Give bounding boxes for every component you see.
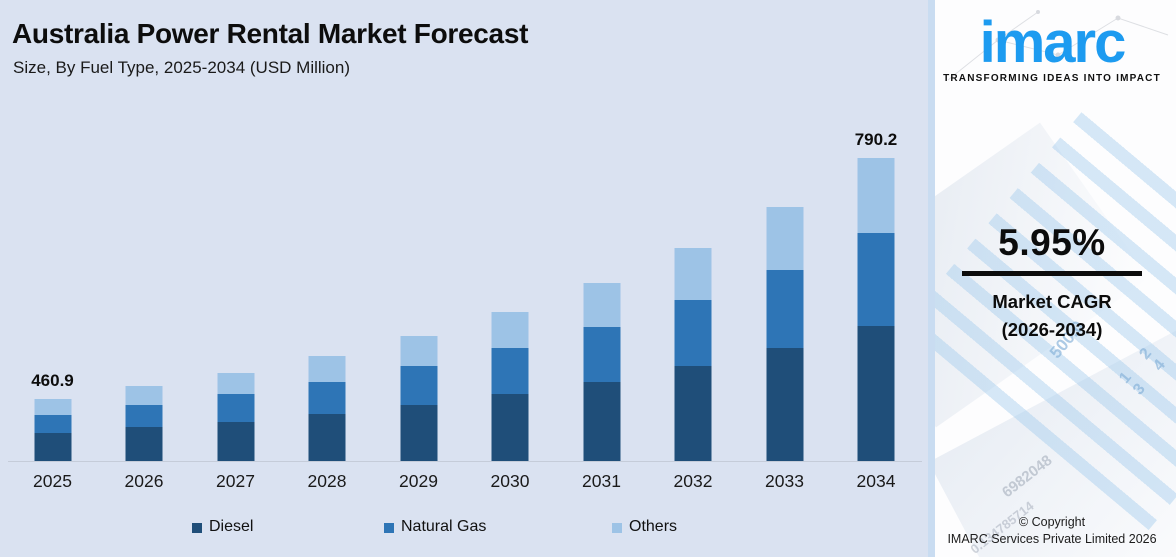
- segment-diesel: [857, 325, 895, 461]
- bar-column-2033: [739, 120, 830, 461]
- segment-others: [400, 335, 437, 366]
- brand-panel: 500.0 1 2 3 4 6982048 0.134785714 imarc …: [928, 0, 1176, 557]
- x-axis-label: 2028: [307, 471, 347, 491]
- cagr-value: 5.95%: [998, 222, 1106, 263]
- chart-region: Australia Power Rental Market Forecast S…: [0, 0, 928, 557]
- bar-column-2026: [99, 120, 190, 461]
- bar-column-2028: [282, 120, 373, 461]
- segment-natural-gas: [857, 232, 895, 326]
- bar-value-label: 460.9: [31, 370, 74, 390]
- chart-subtitle: Size, By Fuel Type, 2025-2034 (USD Milli…: [13, 58, 351, 77]
- segment-diesel: [491, 393, 529, 461]
- segment-others: [857, 158, 895, 233]
- x-axis-label: 2027: [216, 471, 255, 491]
- segment-natural-gas: [491, 347, 529, 394]
- bar-column-2029: [373, 120, 464, 461]
- others-swatch-icon: [612, 522, 622, 533]
- segment-natural-gas: [34, 414, 71, 434]
- segment-diesel: [766, 348, 803, 461]
- x-axis-label: 2032: [673, 471, 713, 491]
- segment-natural-gas: [125, 404, 163, 428]
- stacked-bar: [400, 335, 437, 461]
- x-axis-label: 2026: [124, 471, 164, 491]
- cagr-label: Market CAGR: [992, 291, 1112, 312]
- panel-divider: [928, 0, 935, 557]
- stacked-bar: [125, 385, 163, 461]
- legend-item-natural-gas: Natural Gas: [384, 518, 486, 536]
- cagr-divider: [962, 271, 1142, 276]
- segment-diesel: [583, 381, 620, 461]
- x-axis-label: 2029: [399, 471, 438, 491]
- segment-others: [583, 282, 620, 327]
- legend-item-others: Others: [612, 518, 677, 536]
- segment-others: [34, 398, 71, 415]
- segment-natural-gas: [400, 365, 437, 405]
- plot-area: 460.9 790.2: [0, 120, 928, 461]
- stacked-bar: [857, 158, 895, 461]
- segment-diesel: [400, 404, 437, 461]
- copyright-line2: IMARC Services Private Limited 2026: [947, 532, 1157, 547]
- segment-others: [766, 206, 803, 270]
- segment-others: [217, 372, 254, 394]
- stacked-bar: [583, 282, 620, 461]
- segment-natural-gas: [766, 269, 803, 349]
- stacked-bar: [674, 247, 712, 461]
- chart-legend: Diesel Natural Gas Others: [0, 518, 928, 542]
- x-axis-label: 2034: [856, 471, 896, 491]
- segment-natural-gas: [583, 326, 620, 382]
- copyright: © Copyright IMARC Services Private Limit…: [928, 514, 1176, 548]
- stacked-bar: [34, 398, 71, 461]
- segment-diesel: [674, 365, 712, 461]
- segment-natural-gas: [674, 300, 712, 366]
- segment-others: [491, 311, 529, 348]
- legend-label: Natural Gas: [401, 518, 487, 535]
- bar-column-2034: 790.2: [831, 120, 922, 461]
- imarc-logo: imarc TRANSFORMING IDEAS INTO IMPACT: [928, 0, 1176, 84]
- bar-value-label: 790.2: [854, 129, 898, 149]
- segment-others: [308, 355, 346, 382]
- logo-tagline: TRANSFORMING IDEAS INTO IMPACT: [943, 73, 1161, 84]
- stacked-bar: [491, 311, 529, 461]
- stacked-bar: [217, 372, 254, 461]
- page-title: Australia Power Rental Market Forecast: [12, 18, 529, 49]
- segment-diesel: [308, 413, 346, 461]
- x-axis-line: [8, 461, 922, 462]
- x-axis-label: 2025: [33, 471, 72, 491]
- segment-others: [674, 247, 712, 301]
- segment-natural-gas: [308, 381, 346, 414]
- stacked-bar: [308, 355, 346, 461]
- segment-diesel: [125, 427, 163, 461]
- bar-column-2031: [556, 120, 647, 461]
- segment-others: [125, 385, 163, 405]
- natural-gas-swatch-icon: [384, 522, 394, 533]
- bar-column-2030: [465, 120, 556, 461]
- diesel-swatch-icon: [192, 522, 202, 533]
- bar-column-2027: [190, 120, 281, 461]
- bar-column-2025: 460.9: [7, 120, 98, 461]
- legend-item-diesel: Diesel: [192, 518, 253, 536]
- x-axis-label: 2030: [490, 471, 530, 491]
- segment-natural-gas: [217, 393, 254, 422]
- legend-label: Diesel: [209, 518, 254, 535]
- legend-label: Others: [629, 518, 678, 535]
- x-axis-label: 2033: [765, 471, 804, 491]
- cagr-block: 5.95% Market CAGR (2026-2034): [928, 222, 1176, 344]
- segment-diesel: [34, 433, 71, 461]
- watermark-text: 6982048: [998, 451, 1056, 502]
- cagr-period: (2026-2034): [1001, 318, 1103, 340]
- bar-column-2032: [648, 120, 739, 461]
- stacked-bar: [766, 206, 803, 461]
- segment-diesel: [217, 421, 254, 461]
- x-axis-label: 2031: [582, 471, 621, 491]
- logo-wordmark: imarc: [979, 10, 1127, 75]
- network-watermark-icon: [947, 10, 1169, 81]
- copyright-line1: © Copyright: [1018, 515, 1086, 530]
